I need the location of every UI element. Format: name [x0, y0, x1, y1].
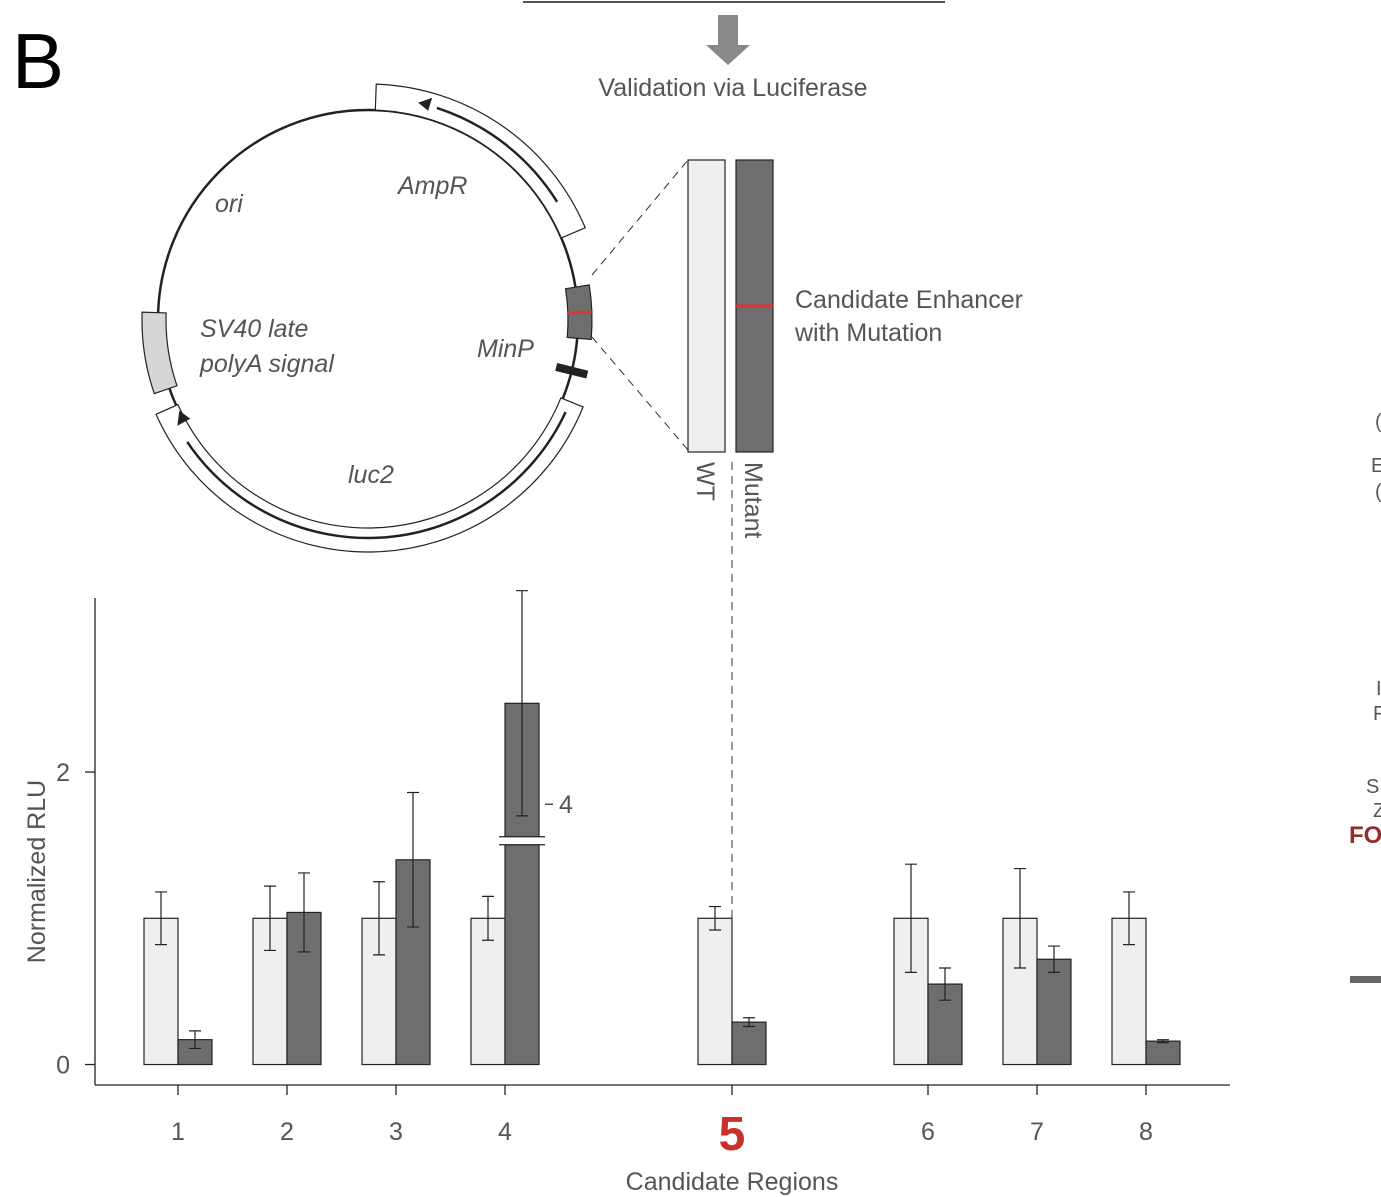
wt-label: WT — [691, 462, 719, 501]
error-bar — [939, 967, 951, 1001]
plasmid-label: luc2 — [348, 461, 394, 489]
x-tick-label: 5 — [719, 1108, 746, 1161]
zoom-line — [591, 159, 689, 276]
error-bar — [407, 791, 419, 928]
arrow-head — [177, 410, 191, 426]
error-bar — [189, 1030, 201, 1050]
y-tick-label: 2 — [56, 759, 70, 787]
edge-text: S — [1366, 776, 1379, 798]
edge-text: I — [1376, 678, 1381, 700]
mutant-label: Mutant — [739, 462, 767, 538]
plasmid-label: polyA signal — [199, 350, 335, 378]
bar — [697, 917, 733, 1066]
x-axis-label: Candidate Regions — [626, 1168, 839, 1196]
luc2-arrow — [186, 411, 567, 540]
sv40-box — [141, 311, 178, 395]
error-bar — [743, 1017, 755, 1028]
bar — [1145, 1040, 1181, 1066]
mutation-mark — [567, 310, 592, 315]
error-bar — [1157, 1039, 1169, 1044]
error-bar — [264, 885, 276, 952]
x-tick-label: 6 — [921, 1118, 935, 1146]
y-tick-label: 0 — [56, 1052, 70, 1080]
break-tick-label: 4 — [559, 791, 573, 819]
plasmid-label: ori — [215, 190, 244, 218]
edge-text: Z — [1373, 800, 1381, 822]
header: Validation via Luciferase — [598, 74, 867, 102]
down-arrow — [706, 15, 750, 65]
error-bar — [482, 895, 494, 941]
axis-break — [499, 836, 545, 845]
edge-bar — [1350, 976, 1381, 983]
axis-break-lines — [499, 836, 545, 846]
error-bar — [1048, 945, 1060, 973]
error-bar — [155, 891, 167, 946]
wt-insert — [687, 159, 726, 453]
plasmid-label: SV40 late — [200, 315, 308, 343]
error-bar — [516, 590, 528, 817]
insert-label: with Mutation — [794, 319, 942, 347]
edge-text: F — [1373, 703, 1381, 725]
y-axis-label: Normalized RLU — [23, 780, 51, 963]
x-tick-label: 4 — [498, 1118, 512, 1146]
x-tick-label: 8 — [1139, 1118, 1153, 1146]
error-bar — [1014, 867, 1026, 969]
error-bar — [905, 863, 917, 973]
error-bar — [373, 881, 385, 956]
insert-label: Candidate Enhancer — [795, 286, 1023, 314]
edge-text: FO — [1349, 822, 1381, 849]
minp-mark — [555, 363, 589, 379]
plasmid-label: MinP — [477, 335, 534, 363]
x-tick-label: 7 — [1030, 1118, 1044, 1146]
edge-text: ( — [1375, 481, 1381, 503]
plasmid: AmpR ori SV40 late polyA signal MinP luc2 — [141, 83, 593, 553]
x-tick-label: 3 — [389, 1118, 403, 1146]
edge-text: E — [1371, 455, 1381, 477]
ampr-box — [374, 83, 587, 239]
edge-text: ( — [1375, 411, 1381, 433]
error-bar — [1123, 891, 1135, 946]
arrow-head — [418, 97, 433, 111]
plasmid-label: AmpR — [396, 172, 467, 200]
zoom-line — [591, 336, 689, 451]
error-bar — [709, 905, 721, 931]
ampr-arrow — [436, 106, 559, 203]
bar — [1036, 958, 1072, 1066]
luc2-box — [155, 397, 584, 553]
bar — [731, 1021, 767, 1066]
error-bar — [298, 872, 310, 953]
panel-label: B — [12, 17, 64, 105]
x-tick-label: 2 — [280, 1118, 294, 1146]
x-tick-label: 1 — [171, 1118, 185, 1146]
